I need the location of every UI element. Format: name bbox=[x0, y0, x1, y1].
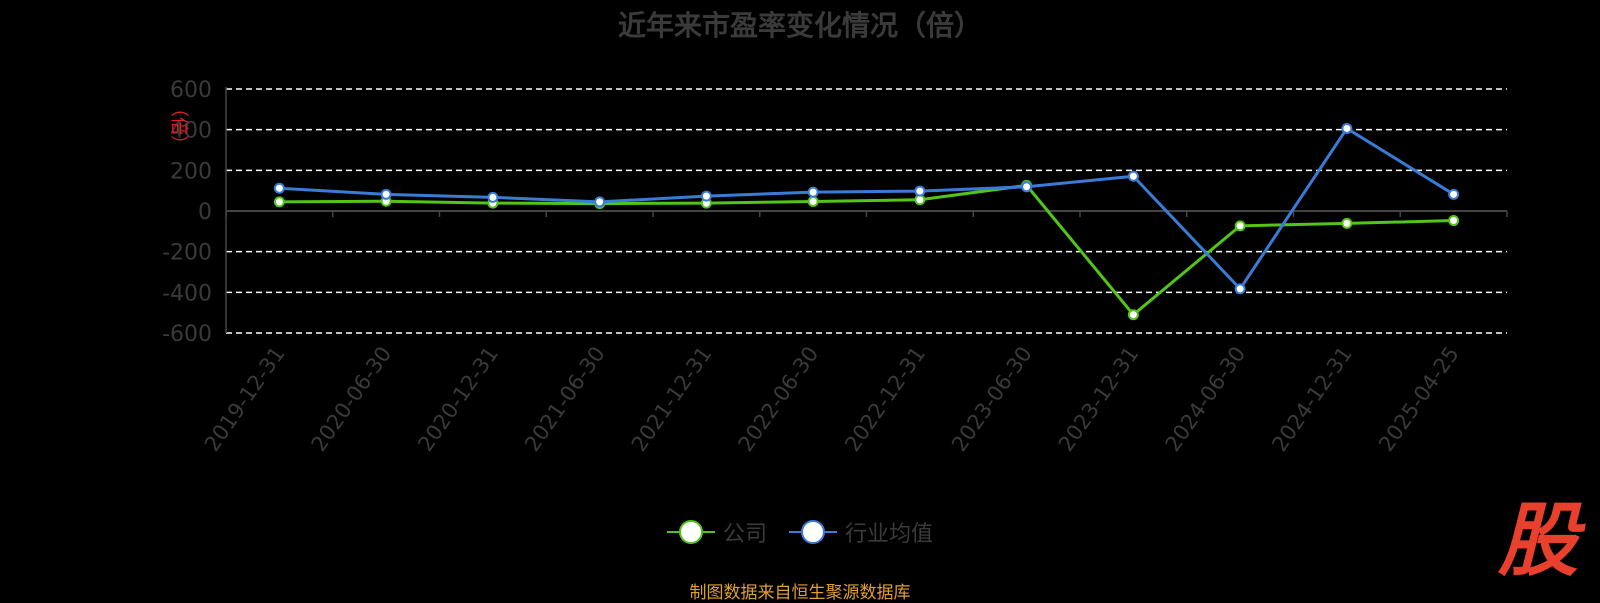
legend-label-company: 公司 bbox=[722, 522, 767, 547]
x-tick-label: 2023-06-30 bbox=[947, 342, 1037, 456]
y-tick-label: 0 bbox=[198, 200, 212, 225]
x-tick-label: 2022-12-31 bbox=[840, 342, 930, 456]
x-tick-label: 2022-06-30 bbox=[734, 342, 824, 456]
y-tick-label: 200 bbox=[170, 159, 212, 184]
data-point-company bbox=[914, 194, 926, 206]
watermark-logo: 股 bbox=[1498, 493, 1578, 587]
data-point-company bbox=[807, 196, 819, 208]
data-point-industry bbox=[487, 191, 499, 203]
legend-label-industry: 行业均值 bbox=[845, 522, 934, 547]
x-tick-label: 2025-04-25 bbox=[1374, 342, 1464, 456]
y-tick-label: -600 bbox=[162, 322, 212, 347]
source-note: 制图数据来自恒生聚源数据库 bbox=[689, 583, 911, 603]
y-tick-label: 400 bbox=[170, 119, 212, 144]
x-tick-label: 2024-06-30 bbox=[1161, 342, 1251, 456]
y-tick-label: -400 bbox=[162, 281, 212, 306]
data-point-company bbox=[1341, 217, 1353, 229]
data-point-industry bbox=[1448, 188, 1460, 200]
x-tick-label: 2020-06-30 bbox=[307, 342, 397, 456]
data-point-industry bbox=[380, 188, 392, 200]
data-point-company bbox=[1448, 215, 1460, 227]
data-point-industry bbox=[594, 196, 606, 208]
data-point-industry bbox=[807, 186, 819, 198]
data-point-industry bbox=[914, 185, 926, 197]
data-point-company bbox=[273, 196, 285, 208]
x-tick-label: 2020-12-31 bbox=[413, 342, 503, 456]
legend-item-industry[interactable]: 行业均值 bbox=[789, 516, 933, 548]
x-tick-label: 2023-12-31 bbox=[1054, 342, 1144, 456]
data-point-industry bbox=[700, 190, 712, 202]
data-point-company bbox=[1234, 220, 1246, 232]
chart-title: 近年来市盈率变化情况（倍） bbox=[617, 9, 982, 42]
x-tick-label: 2019-12-31 bbox=[200, 342, 290, 456]
data-point-industry bbox=[273, 182, 285, 194]
series-line-company bbox=[279, 183, 1454, 317]
legend-item-company[interactable]: 公司 bbox=[666, 516, 767, 548]
series-layer bbox=[273, 122, 1460, 321]
legend-marker-company bbox=[666, 520, 715, 544]
series-line-industry bbox=[279, 126, 1455, 291]
data-point-industry bbox=[1341, 122, 1353, 134]
data-point-industry bbox=[1234, 283, 1246, 295]
grid-layer bbox=[226, 88, 1507, 334]
data-point-company bbox=[1127, 309, 1139, 321]
legend: 公司 行业均值 bbox=[0, 516, 1600, 548]
x-tick-label: 2021-12-31 bbox=[627, 342, 717, 456]
data-point-industry bbox=[1127, 170, 1139, 182]
y-tick-label: 600 bbox=[170, 78, 212, 103]
legend-marker-industry bbox=[789, 520, 837, 544]
y-tick-label: -200 bbox=[162, 241, 212, 266]
x-tick-label: 2021-06-30 bbox=[520, 342, 610, 456]
x-tick-label: 2024-12-31 bbox=[1267, 342, 1357, 456]
data-point-industry bbox=[1021, 181, 1033, 193]
y-axis-title: （倍） bbox=[168, 99, 189, 153]
